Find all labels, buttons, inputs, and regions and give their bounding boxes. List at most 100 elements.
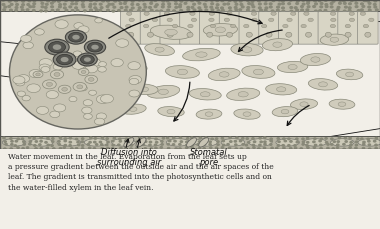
Circle shape — [83, 100, 93, 106]
Circle shape — [215, 138, 218, 139]
Circle shape — [242, 144, 244, 145]
Circle shape — [33, 137, 35, 139]
Circle shape — [16, 4, 18, 5]
Circle shape — [129, 76, 142, 84]
Circle shape — [179, 144, 181, 145]
Circle shape — [88, 78, 94, 81]
Text: Guard Cell: Guard Cell — [299, 114, 380, 142]
Circle shape — [32, 6, 35, 8]
Circle shape — [180, 141, 182, 142]
Circle shape — [51, 2, 53, 4]
Circle shape — [337, 144, 339, 145]
Circle shape — [82, 138, 84, 139]
Circle shape — [327, 147, 329, 149]
Circle shape — [47, 137, 49, 139]
Circle shape — [95, 0, 98, 1]
Circle shape — [247, 147, 249, 149]
Circle shape — [216, 4, 219, 5]
Circle shape — [69, 96, 77, 102]
Circle shape — [307, 6, 310, 8]
Circle shape — [26, 9, 29, 11]
Ellipse shape — [242, 47, 252, 52]
Circle shape — [315, 10, 317, 12]
Circle shape — [95, 118, 105, 125]
Circle shape — [349, 137, 351, 139]
Ellipse shape — [150, 25, 192, 39]
Ellipse shape — [145, 44, 174, 56]
Circle shape — [69, 145, 71, 146]
Circle shape — [47, 144, 49, 146]
Circle shape — [106, 6, 109, 7]
Circle shape — [149, 144, 151, 146]
Circle shape — [73, 82, 87, 91]
Ellipse shape — [277, 61, 308, 73]
Circle shape — [138, 0, 141, 1]
Circle shape — [120, 7, 123, 8]
Circle shape — [240, 4, 243, 5]
Circle shape — [136, 4, 139, 5]
Circle shape — [15, 80, 25, 86]
Circle shape — [271, 147, 273, 149]
Circle shape — [363, 147, 365, 149]
Ellipse shape — [165, 66, 200, 78]
Ellipse shape — [277, 87, 286, 92]
Circle shape — [155, 138, 157, 140]
Circle shape — [211, 24, 216, 28]
Circle shape — [242, 138, 244, 139]
Circle shape — [191, 18, 196, 22]
Circle shape — [59, 4, 62, 5]
Ellipse shape — [266, 32, 272, 37]
Ellipse shape — [345, 72, 353, 77]
Circle shape — [332, 0, 335, 2]
Ellipse shape — [329, 99, 355, 109]
Circle shape — [107, 9, 109, 11]
Circle shape — [258, 0, 260, 2]
Circle shape — [78, 68, 89, 75]
Circle shape — [288, 138, 290, 140]
Circle shape — [296, 141, 298, 143]
Circle shape — [51, 145, 53, 146]
Circle shape — [307, 3, 309, 4]
Circle shape — [278, 3, 281, 5]
Circle shape — [58, 144, 60, 145]
Circle shape — [348, 10, 351, 11]
Circle shape — [336, 147, 339, 148]
Ellipse shape — [215, 27, 226, 33]
Circle shape — [155, 147, 157, 149]
Circle shape — [252, 138, 254, 139]
Circle shape — [125, 144, 128, 145]
Circle shape — [155, 4, 158, 5]
Circle shape — [193, 3, 195, 5]
Circle shape — [235, 3, 238, 5]
Circle shape — [209, 141, 211, 143]
Circle shape — [63, 3, 66, 5]
Circle shape — [239, 9, 242, 11]
Ellipse shape — [158, 106, 184, 117]
Circle shape — [247, 7, 250, 8]
Circle shape — [131, 3, 134, 5]
Circle shape — [52, 141, 54, 142]
Circle shape — [168, 147, 170, 149]
Circle shape — [113, 6, 116, 8]
Circle shape — [227, 3, 230, 5]
Circle shape — [319, 140, 321, 142]
Ellipse shape — [147, 85, 180, 98]
Circle shape — [46, 3, 48, 5]
Ellipse shape — [30, 139, 53, 146]
Circle shape — [344, 10, 346, 12]
Circle shape — [290, 141, 292, 142]
Ellipse shape — [345, 32, 351, 37]
Circle shape — [142, 144, 144, 145]
Circle shape — [294, 147, 297, 149]
Circle shape — [228, 7, 231, 9]
Circle shape — [44, 10, 47, 12]
Circle shape — [302, 0, 305, 1]
Circle shape — [325, 4, 328, 5]
Circle shape — [348, 3, 351, 5]
Circle shape — [252, 10, 255, 12]
Ellipse shape — [300, 102, 308, 106]
Circle shape — [120, 147, 122, 149]
Circle shape — [22, 4, 24, 5]
Circle shape — [71, 10, 74, 11]
Circle shape — [162, 3, 165, 5]
